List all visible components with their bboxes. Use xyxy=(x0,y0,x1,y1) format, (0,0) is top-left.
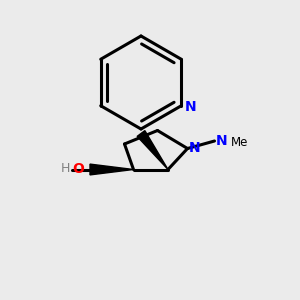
Text: N: N xyxy=(185,100,197,114)
Text: H: H xyxy=(61,162,70,176)
Polygon shape xyxy=(90,164,134,175)
Text: O: O xyxy=(73,162,85,176)
Polygon shape xyxy=(137,130,168,170)
Text: N: N xyxy=(216,134,228,148)
Text: N: N xyxy=(189,141,201,154)
Text: Me: Me xyxy=(231,136,248,149)
